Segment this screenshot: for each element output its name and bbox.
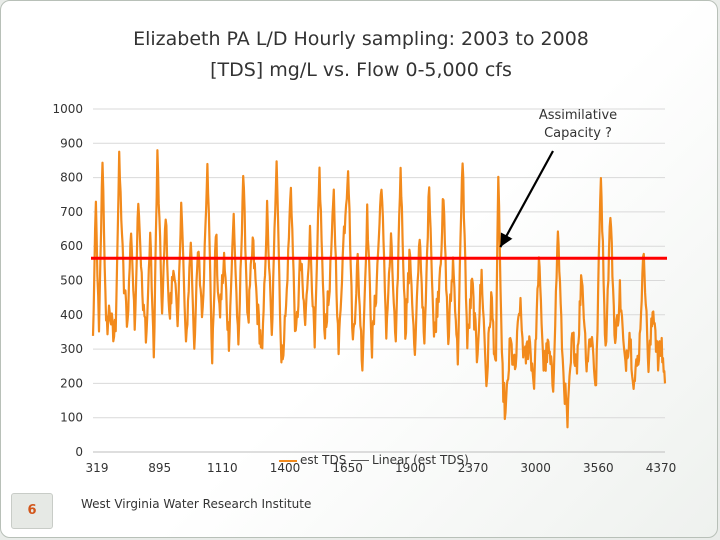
y-tick-label: 700 <box>60 205 83 219</box>
y-tick-label: 900 <box>60 136 83 150</box>
y-tick-label: 100 <box>60 411 83 425</box>
legend-trend-swatch <box>351 460 369 461</box>
x-tick-label: 1650 <box>332 461 363 475</box>
assimilative-capacity-annotation: Assimilative Capacity ? <box>513 107 643 143</box>
x-tick-label: 1400 <box>270 461 301 475</box>
annotation-line-2: Capacity ? <box>544 126 612 141</box>
x-tick-label: 3000 <box>520 461 551 475</box>
y-tick-label: 600 <box>60 239 83 253</box>
y-tick-label: 0 <box>75 445 83 459</box>
x-tick-label: 1900 <box>395 461 426 475</box>
y-tick-label: 400 <box>60 308 83 322</box>
legend-entry-series: est TDS <box>279 453 346 467</box>
legend-trend-label: Linear (est TDS) <box>372 453 469 467</box>
legend-series-swatch <box>279 459 297 462</box>
chart-title-line-1: Elizabeth PA L/D Hourly sampling: 2003 t… <box>133 28 589 50</box>
y-tick-label: 500 <box>60 274 83 288</box>
y-tick-label: 1000 <box>52 102 83 116</box>
legend-series-label: est TDS <box>300 453 347 467</box>
x-tick-label: 319 <box>86 461 109 475</box>
x-tick-label: 2370 <box>458 461 489 475</box>
series-line-est-tds <box>91 149 667 429</box>
legend-entry-trend: Linear (est TDS) <box>351 453 469 467</box>
x-tick-label: 3560 <box>583 461 614 475</box>
y-tick-label: 300 <box>60 342 83 356</box>
x-tick-label: 1110 <box>207 461 238 475</box>
x-tick-label: 895 <box>148 461 171 475</box>
chart-title-line-2: [TDS] mg/L vs. Flow 0-5,000 cfs <box>210 59 512 81</box>
footer-institute: West Virginia Water Research Institute <box>81 497 312 511</box>
y-tick-label: 800 <box>60 171 83 185</box>
annotation-line-1: Assimilative <box>538 108 618 123</box>
y-tick-label: 200 <box>60 376 83 390</box>
page-number: 6 <box>11 493 53 529</box>
x-tick-label: 4370 <box>646 461 677 475</box>
annotation-arrow <box>499 150 554 248</box>
